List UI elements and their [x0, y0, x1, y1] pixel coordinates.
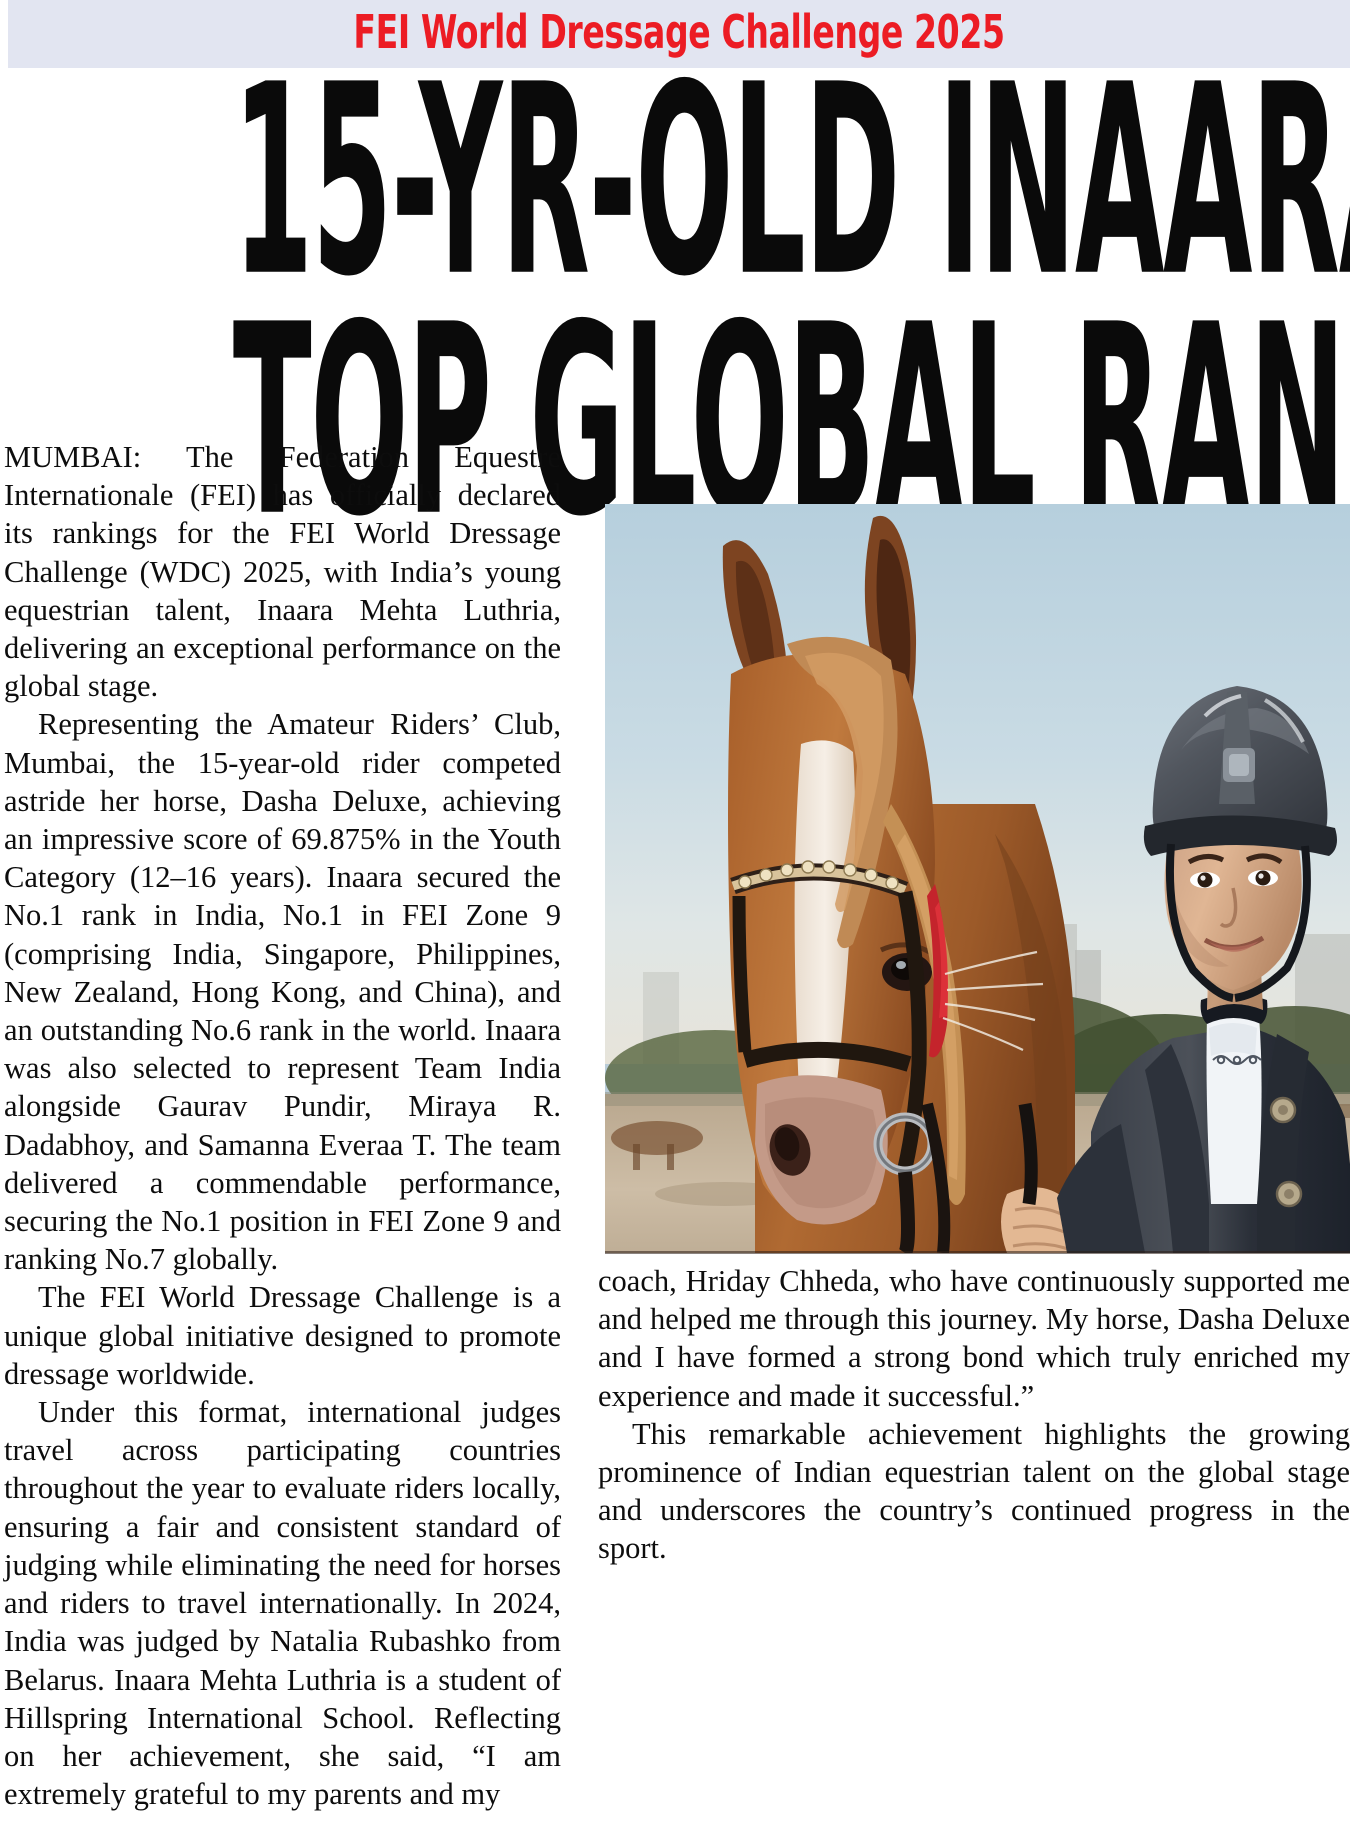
paragraph: coach, Hriday Chheda, who have continuou… [598, 1264, 1350, 1413]
kicker-bar: FEI World Dressage Challenge 2025 [8, 0, 1350, 68]
kicker-text: FEI World Dressage Challenge 2025 [353, 5, 1005, 59]
photo-illustration [605, 504, 1350, 1253]
headline-line-1: 15-YR-OLD INAARA BAGS [232, 29, 1350, 335]
article-column-left: MUMBAI: The Federation Equestre Internat… [4, 438, 561, 1826]
article-column-right: coach, Hriday Chheda, who have continuou… [598, 1262, 1350, 1826]
paragraph: The FEI World Dressage Challenge is a un… [4, 1280, 561, 1391]
paragraph: Representing the Amateur Riders’ Club, M… [4, 707, 561, 1277]
paragraph: MUMBAI: The Federation Equestre Internat… [4, 440, 561, 704]
photo-bottom-edge [605, 1251, 1350, 1254]
article-photo [605, 504, 1350, 1253]
paragraph: Under this format, international judges … [4, 1395, 561, 1812]
paragraph: This remarkable achievement highlights t… [598, 1416, 1350, 1566]
